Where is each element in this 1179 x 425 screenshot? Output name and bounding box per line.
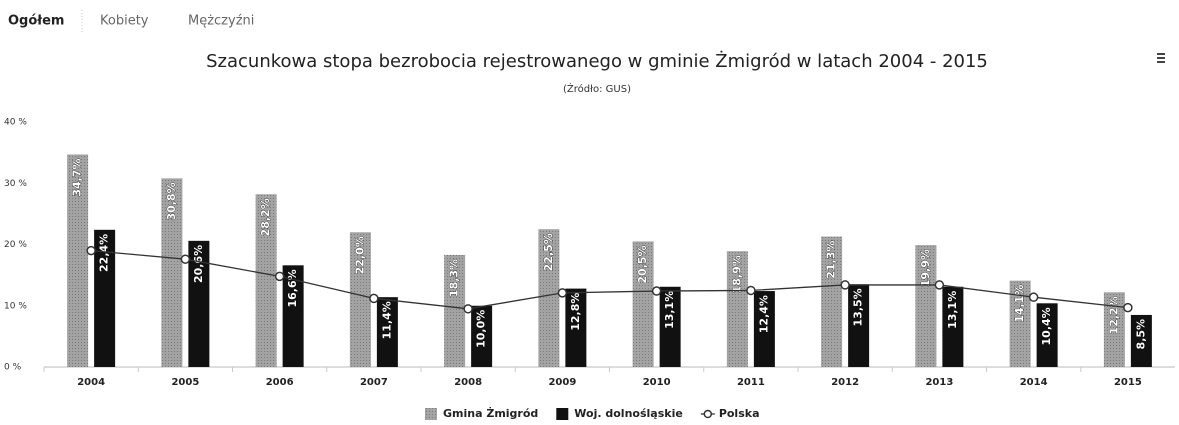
line-point (369, 293, 379, 304)
bar (1009, 280, 1031, 367)
line-point (274, 271, 285, 282)
bar (161, 178, 183, 367)
line-point (651, 286, 662, 296)
x-tick-label: 2013 (925, 377, 953, 388)
legend-label: Polska (719, 407, 760, 420)
bar (376, 297, 398, 367)
bar (632, 241, 654, 367)
x-tick-label: 2010 (643, 377, 671, 388)
legend-symbol (425, 408, 437, 420)
data-label: 14,1% (1013, 285, 1026, 323)
bar (1036, 303, 1058, 367)
data-label: 13,1% (946, 291, 959, 329)
data-label: 18,3% (448, 259, 461, 297)
bar (848, 284, 870, 367)
tab[interactable]: Ogółem (8, 14, 64, 29)
legend-label: Woj. dolnośląskie (574, 407, 683, 420)
bar (942, 286, 964, 367)
line-point (86, 245, 96, 256)
chart-subtitle: (Źródło: GUS) (563, 82, 631, 95)
line-point (180, 254, 191, 264)
data-label: 13,5% (852, 288, 865, 326)
data-label: 12,8% (569, 293, 582, 331)
line-point (840, 280, 850, 290)
bar (915, 245, 937, 367)
tab[interactable]: Kobiety (100, 14, 149, 29)
x-tick-label: 2004 (77, 377, 105, 388)
data-label: 12,2% (1107, 296, 1120, 334)
x-tick-label: 2014 (1020, 377, 1048, 388)
line-point (1028, 292, 1039, 302)
y-tick-label: 40 % (4, 118, 27, 128)
data-label: 11,4% (380, 301, 393, 339)
x-tick-label: 2012 (831, 377, 859, 388)
tab[interactable]: Mężczyźni (188, 14, 254, 29)
legend-label: Gmina Żmigród (443, 406, 538, 420)
y-tick-label: 10 % (4, 301, 27, 311)
data-label: 22,5% (542, 233, 555, 271)
bar (255, 194, 277, 367)
line-point (746, 285, 756, 296)
bar (659, 286, 681, 367)
bar (1130, 314, 1152, 367)
data-label: 13,1% (663, 291, 676, 329)
x-tick-label: 2005 (171, 377, 199, 388)
y-tick-label: 20 % (4, 240, 27, 250)
bar (821, 236, 843, 367)
x-tick-label: 2008 (454, 377, 482, 388)
data-label: 34,7% (71, 158, 84, 196)
x-tick-label: 2006 (266, 377, 294, 388)
line-point (463, 304, 473, 314)
data-label: 20,5% (636, 245, 649, 283)
y-tick-label: 0 % (4, 363, 22, 373)
line-point (934, 280, 945, 290)
line-point (1123, 302, 1133, 313)
bar (538, 229, 560, 367)
data-label: 20,6% (192, 245, 205, 283)
data-label: 22,0% (353, 236, 366, 274)
data-label: 10,4% (1040, 307, 1053, 345)
bar (753, 291, 775, 367)
bar (726, 251, 748, 367)
x-tick-label: 2007 (360, 377, 388, 388)
bar (444, 254, 466, 367)
x-tick-label: 2011 (737, 377, 765, 388)
data-label: 16,6% (286, 269, 299, 307)
line-point (557, 288, 568, 298)
bar (188, 240, 210, 367)
data-label: 8,5% (1134, 319, 1147, 350)
menu-icon (1157, 61, 1165, 63)
bar (94, 229, 116, 367)
bar (565, 288, 587, 367)
data-label: 30,8% (165, 182, 178, 220)
menu-icon (1157, 57, 1165, 59)
menu-button[interactable] (1157, 53, 1165, 63)
data-label: 21,3% (825, 241, 838, 279)
y-tick-label: 30 % (4, 179, 27, 189)
data-label: 28,2% (259, 198, 272, 236)
bar (349, 232, 371, 367)
bar (1103, 292, 1125, 367)
data-label: 19,9% (919, 249, 932, 287)
bar (282, 265, 304, 367)
x-tick-label: 2015 (1114, 377, 1142, 388)
menu-icon (1157, 53, 1165, 55)
data-label: 10,0% (475, 310, 488, 348)
data-label: 22,4% (98, 234, 111, 272)
line (91, 249, 1128, 310)
bar (67, 154, 89, 367)
legend-symbol (556, 408, 569, 420)
data-label: 18,9% (730, 255, 743, 293)
data-label: 12,4% (757, 295, 770, 333)
legend-symbol (703, 409, 713, 419)
bar (471, 305, 493, 367)
chart-title: Szacunkowa stopa bezrobocia rejestrowane… (206, 51, 988, 72)
x-tick-label: 2009 (548, 377, 576, 388)
